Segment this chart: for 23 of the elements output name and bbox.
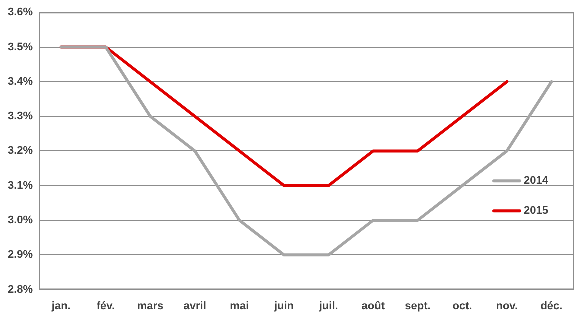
legend-label: 2015 (524, 205, 548, 218)
y-tick-label: 3.5% (8, 41, 34, 54)
x-tick-label: mai (230, 300, 250, 312)
x-tick-label: avril (184, 300, 206, 312)
y-tick-label: 3.6% (8, 6, 34, 19)
y-tick-label: 3.3% (8, 110, 34, 123)
x-tick-label: juin (273, 300, 294, 312)
y-tick-label: 2.8% (8, 284, 34, 296)
x-tick-label: sept. (405, 300, 431, 312)
x-tick-label: déc. (540, 300, 563, 312)
x-tick-label: nov. (496, 300, 518, 312)
x-tick-label: fév. (96, 300, 116, 312)
x-tick-label: août (362, 300, 386, 312)
x-tick-label: oct. (452, 300, 472, 312)
legend-label: 2014 (524, 175, 550, 188)
y-tick-label: 3.0% (8, 214, 34, 227)
x-tick-label: jan. (50, 300, 71, 312)
x-tick-label: juil. (318, 300, 338, 312)
x-tick-label: mars (137, 300, 164, 312)
y-tick-label: 3.2% (8, 145, 34, 158)
y-tick-label: 3.4% (8, 76, 34, 88)
y-tick-label: 2.9% (8, 249, 34, 262)
y-tick-label: 3.1% (8, 180, 34, 192)
